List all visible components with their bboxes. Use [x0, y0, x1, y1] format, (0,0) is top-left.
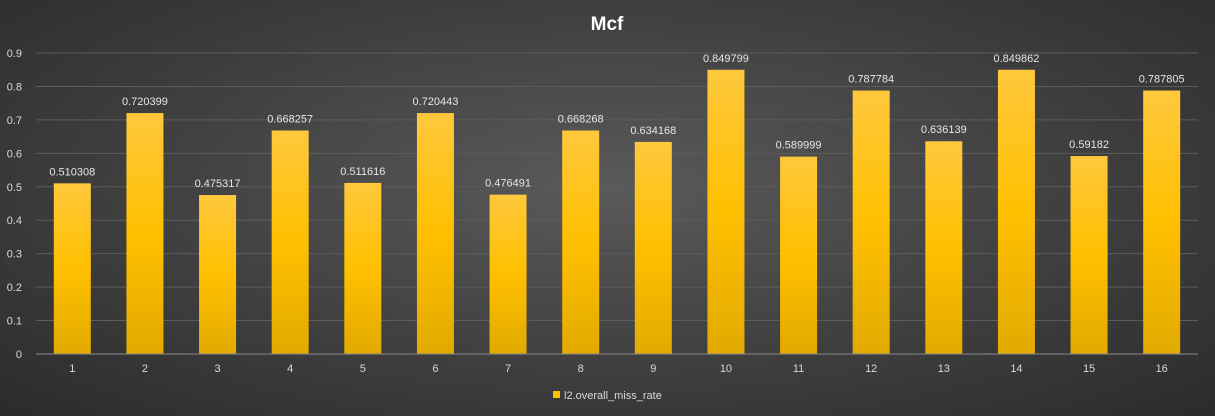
x-tick-label: 5 — [360, 363, 366, 375]
data-label: 0.720443 — [412, 96, 458, 108]
data-label: 0.475317 — [195, 178, 241, 190]
x-tick-label: 12 — [865, 363, 877, 375]
bar[interactable] — [126, 113, 164, 354]
legend-swatch — [553, 391, 560, 398]
y-tick-label: 0.5 — [7, 182, 22, 194]
bar[interactable] — [1143, 90, 1181, 354]
bar[interactable] — [852, 90, 890, 354]
bar[interactable] — [344, 182, 382, 354]
y-tick-label: 0 — [16, 349, 22, 361]
chart-title: Mcf — [591, 14, 624, 35]
y-tick-label: 0.6 — [7, 148, 22, 160]
x-tick-label: 10 — [720, 363, 732, 375]
y-tick-label: 0.8 — [7, 81, 22, 93]
data-label: 0.510308 — [49, 166, 95, 178]
bar[interactable] — [53, 183, 91, 354]
bar[interactable] — [1070, 156, 1108, 354]
x-tick-label: 8 — [578, 363, 584, 375]
x-tick-label: 13 — [938, 363, 950, 375]
bar[interactable] — [707, 69, 745, 355]
legend-label: l2.overall_miss_rate — [564, 390, 662, 402]
x-tick-label: 16 — [1156, 363, 1168, 375]
bar[interactable] — [199, 195, 237, 354]
x-tick-label: 15 — [1083, 363, 1095, 375]
y-tick-label: 0.2 — [7, 282, 22, 294]
data-label: 0.787784 — [848, 74, 894, 86]
bar[interactable] — [634, 141, 672, 354]
data-label: 0.668268 — [558, 114, 604, 126]
y-tick-label: 0.3 — [7, 249, 22, 261]
y-tick-label: 0.1 — [7, 316, 22, 328]
x-tick-label: 2 — [142, 363, 148, 375]
data-label: 0.720399 — [122, 96, 168, 108]
x-tick-label: 1 — [69, 363, 75, 375]
x-tick-label: 6 — [432, 363, 438, 375]
data-label: 0.849799 — [703, 53, 749, 65]
data-label: 0.636139 — [921, 124, 967, 136]
bar[interactable] — [562, 130, 600, 354]
data-label: 0.589999 — [776, 140, 822, 152]
y-tick-label: 0.9 — [7, 48, 22, 60]
legend[interactable]: l2.overall_miss_rate — [553, 390, 662, 402]
bar[interactable] — [271, 130, 309, 354]
x-tick-label: 11 — [793, 363, 804, 375]
bar[interactable] — [997, 69, 1035, 355]
bar[interactable] — [416, 113, 454, 354]
data-label: 0.476491 — [485, 178, 531, 190]
x-tick-label: 14 — [1010, 363, 1022, 375]
x-tick-label: 3 — [215, 363, 221, 375]
data-label: 0.59182 — [1069, 139, 1109, 151]
y-tick-label: 0.7 — [7, 115, 22, 127]
bar[interactable] — [780, 156, 818, 354]
x-tick-label: 4 — [287, 363, 293, 375]
bar[interactable] — [925, 141, 963, 354]
data-label: 0.511616 — [340, 166, 385, 178]
data-label: 0.849862 — [993, 53, 1039, 65]
x-tick-label: 7 — [505, 363, 511, 375]
data-label: 0.787805 — [1139, 74, 1185, 86]
data-label: 0.634168 — [630, 125, 676, 137]
x-tick-label: 9 — [650, 363, 656, 375]
data-label: 0.668257 — [267, 114, 313, 126]
bar[interactable] — [489, 194, 527, 354]
y-tick-label: 0.4 — [7, 215, 22, 227]
